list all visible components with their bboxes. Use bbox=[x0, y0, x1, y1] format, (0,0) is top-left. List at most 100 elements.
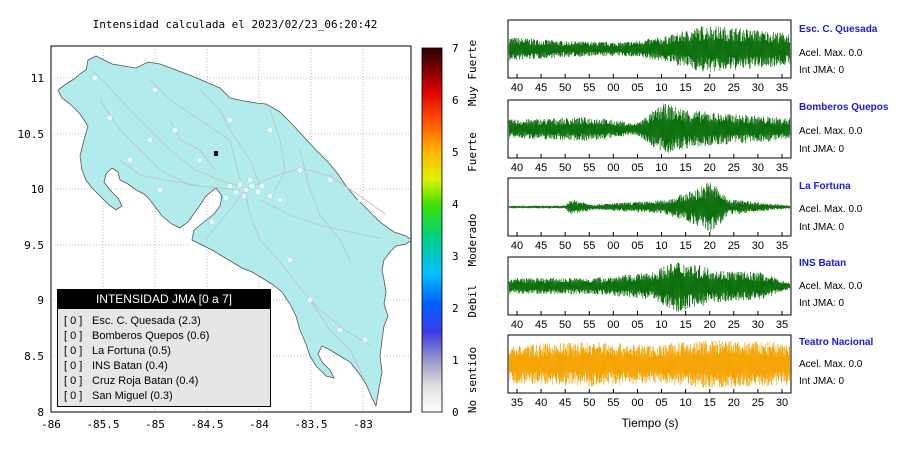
waveform-tick-label: 40 bbox=[511, 82, 523, 94]
waveform-trace bbox=[508, 26, 791, 73]
map-y-tick: 11 bbox=[31, 72, 44, 85]
waveform-tick-label: 15 bbox=[680, 82, 692, 94]
waveform-tick-label: 50 bbox=[559, 240, 571, 252]
map-y-tick: 9 bbox=[37, 294, 44, 307]
waveform-tick-label: 55 bbox=[583, 162, 595, 174]
waveform-tick-label: 40 bbox=[511, 319, 523, 331]
legend-station: San Miguel (0.3) bbox=[92, 390, 173, 402]
waveform-tick-label: 20 bbox=[704, 82, 716, 94]
waveform-trace bbox=[508, 103, 791, 154]
waveform-tick-label: 55 bbox=[583, 82, 595, 94]
waveform-tick-label: 25 bbox=[752, 397, 764, 409]
intensity-colorbar bbox=[421, 47, 443, 413]
colorbar-tick: 6 bbox=[452, 94, 459, 107]
waveform-tick-label: 50 bbox=[559, 319, 571, 331]
station-jma: Int JMA: 0 bbox=[799, 65, 845, 76]
waveform-tick-label: 10 bbox=[655, 82, 667, 94]
map-x-tick: -84 bbox=[249, 418, 269, 431]
waveform-tick-label: 55 bbox=[583, 319, 595, 331]
station-name-ins-batan: INS Batan bbox=[799, 258, 847, 269]
colorbar-tick: 7 bbox=[452, 42, 459, 55]
map-x-tick: -85.5 bbox=[86, 418, 119, 431]
waveform-tick-label: 10 bbox=[655, 240, 667, 252]
waveform-panel: 40 45 50 55 00 05 10 15 20 25 30 35 bbox=[507, 99, 792, 174]
station-name-bomberos-quepos: Bomberos Quepos bbox=[799, 102, 889, 113]
colorbar-label-no-sentido: No sentido bbox=[466, 347, 479, 413]
waveform-trace bbox=[508, 340, 791, 388]
station-jma: Int JMA: 0 bbox=[799, 298, 845, 309]
waveform-tick-label: 40 bbox=[535, 397, 547, 409]
waveform-tick-label: 35 bbox=[776, 319, 788, 331]
station-acel: Acel. Max. 0.0 bbox=[799, 359, 863, 370]
waveform-tick-label: 10 bbox=[655, 319, 667, 331]
waveform-tick-label: 05 bbox=[631, 82, 643, 94]
station-markers bbox=[93, 76, 367, 342]
map-x-tick: -84.5 bbox=[190, 418, 223, 431]
legend-row: [ 0 ] La Fortuna (0.5) bbox=[58, 344, 270, 359]
station-marker-square bbox=[214, 151, 218, 156]
waveform-tick-label: 45 bbox=[535, 319, 547, 331]
waveform-tick-label: 20 bbox=[728, 397, 740, 409]
waveform-tick-label: 05 bbox=[631, 319, 643, 331]
legend-intensity: [ 0 ] bbox=[64, 390, 83, 402]
legend-station: Cruz Roja Batan (0.4) bbox=[92, 375, 199, 387]
waveform-tick-label: 35 bbox=[776, 240, 788, 252]
waveform-tick-label: 30 bbox=[752, 82, 764, 94]
legend-station: INS Batan (0.4) bbox=[92, 360, 168, 372]
intensity-legend: INTENSIDAD JMA [0 a 7] [ 0 ] Esc. C. Ques… bbox=[57, 289, 271, 407]
waveform-tick-label: 35 bbox=[776, 82, 788, 94]
map-x-tick: -86 bbox=[41, 418, 61, 431]
waveform-tick-label: 30 bbox=[752, 162, 764, 174]
waveform-tick-label: 55 bbox=[607, 397, 619, 409]
waveform-tick-label: 10 bbox=[680, 397, 692, 409]
time-axis-label: Tiempo (s) bbox=[621, 416, 679, 430]
station-jma: Int JMA: 0 bbox=[799, 222, 845, 233]
waveform-tick-label: 05 bbox=[631, 240, 643, 252]
waveform-tick-label: 40 bbox=[511, 240, 523, 252]
waveform-tick-label: 15 bbox=[680, 240, 692, 252]
waveform-trace bbox=[508, 262, 791, 312]
waveform-tick-label: 00 bbox=[631, 397, 643, 409]
waveform-tick-label: 20 bbox=[704, 162, 716, 174]
waveform-tick-label: 50 bbox=[559, 162, 571, 174]
map-title: Intensidad calculada el 2023/02/23_06:20… bbox=[92, 18, 378, 31]
legend-station: Bomberos Quepos (0.6) bbox=[92, 330, 210, 342]
waveform-tick-label: 25 bbox=[728, 240, 740, 252]
waveform-tick-label: 15 bbox=[704, 397, 716, 409]
colorbar-label-muy-fuerte: Muy Fuerte bbox=[466, 40, 479, 106]
station-jma: Int JMA: 0 bbox=[799, 376, 845, 387]
waveform-tick-label: 35 bbox=[511, 397, 523, 409]
legend-station: Esc. C. Quesada (2.3) bbox=[92, 315, 201, 327]
legend-row: [ 0 ] San Miguel (0.3) bbox=[58, 389, 270, 404]
legend-row: [ 0 ] Cruz Roja Batan (0.4) bbox=[58, 374, 270, 389]
map-y-tick: 8 bbox=[37, 406, 44, 419]
waveform-tick-label: 35 bbox=[776, 162, 788, 174]
station-name-teatro-nacional: Teatro Nacional bbox=[799, 337, 874, 348]
waveform-tick-label: 45 bbox=[535, 162, 547, 174]
waveform-tick-label: 30 bbox=[752, 319, 764, 331]
legend-intensity: [ 0 ] bbox=[64, 315, 83, 327]
waveform-panel: 40 45 50 55 00 05 10 15 20 25 30 35 bbox=[507, 19, 792, 94]
station-name-esc-c-quesada: Esc. C. Quesada bbox=[799, 24, 878, 35]
waveform-tick-label: 30 bbox=[752, 240, 764, 252]
colorbar-tick: 3 bbox=[452, 250, 459, 263]
station-name-la-fortuna: La Fortuna bbox=[799, 181, 851, 192]
colorbar-tick: 4 bbox=[452, 198, 459, 211]
legend-row: [ 0 ] Bomberos Quepos (0.6) bbox=[58, 329, 270, 344]
waveform-tick-label: 45 bbox=[559, 397, 571, 409]
station-acel: Acel. Max. 0.0 bbox=[799, 48, 863, 59]
colorbar-tick: 0 bbox=[452, 406, 459, 419]
colorbar-label-fuerte: Fuerte bbox=[466, 132, 479, 172]
waveform-tick-label: 25 bbox=[728, 82, 740, 94]
map-y-tick: 9.5 bbox=[24, 239, 44, 252]
map-y-tick: 10 bbox=[31, 183, 44, 196]
station-jma: Int JMA: 0 bbox=[799, 144, 845, 155]
colorbar-tick: 5 bbox=[452, 146, 459, 159]
station-acel: Acel. Max. 0.0 bbox=[799, 126, 863, 137]
legend-intensity: [ 0 ] bbox=[64, 375, 83, 387]
waveform-tick-label: 00 bbox=[607, 319, 619, 331]
station-acel: Acel. Max. 0.0 bbox=[799, 281, 863, 292]
colorbar-label-debil: Debil bbox=[466, 284, 479, 317]
legend-intensity: [ 0 ] bbox=[64, 345, 83, 357]
waveform-tick-label: 20 bbox=[704, 319, 716, 331]
